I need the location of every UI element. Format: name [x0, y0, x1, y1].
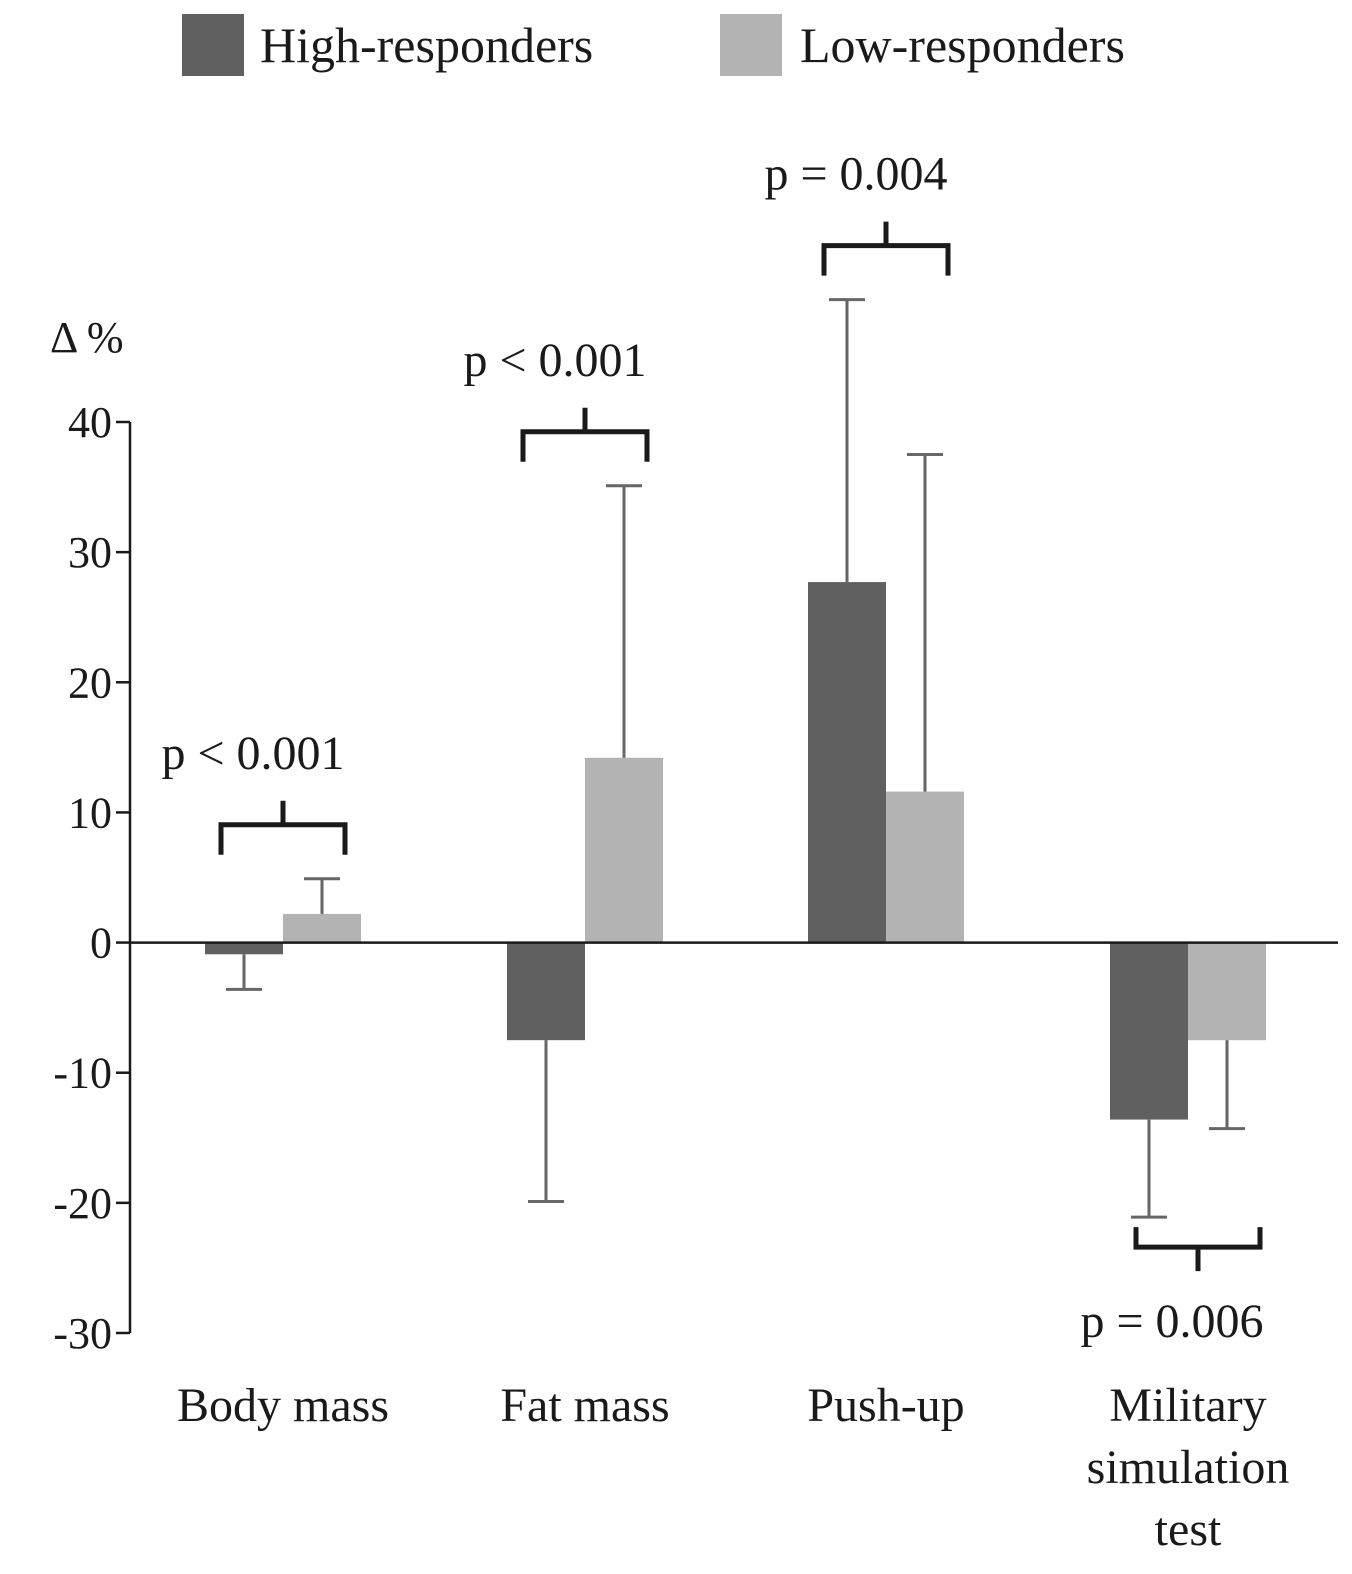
- significance-brace: [1133, 1227, 1263, 1272]
- y-tick-label: 0: [90, 919, 112, 968]
- error-bar-high-responders: [226, 954, 262, 991]
- category-label-line: Push-up: [807, 1379, 964, 1432]
- category-label-line: simulation: [1087, 1441, 1290, 1494]
- bar-high-responders: [507, 942, 585, 1041]
- error-bar-high-responders: [1131, 1119, 1167, 1219]
- legend-swatch: [182, 14, 244, 76]
- p-value-label: p = 0.006: [1080, 1295, 1263, 1348]
- significance-annotation: p = 0.006: [1080, 1227, 1264, 1348]
- significance-brace: [520, 407, 650, 462]
- y-axis-label: Δ %: [50, 313, 124, 362]
- p-value-label: p < 0.001: [161, 727, 344, 780]
- significance-annotation: p < 0.001: [463, 334, 650, 462]
- legend-swatch: [720, 14, 782, 76]
- error-bar-low-responders: [304, 877, 340, 914]
- legend-item-low-responders: Low-responders: [720, 14, 1125, 76]
- category-label-line: Body mass: [177, 1379, 389, 1432]
- y-tick-label: 30: [68, 528, 112, 577]
- bar-low-responders: [1188, 942, 1266, 1041]
- category-label: Push-up: [807, 1379, 964, 1432]
- y-tick-label: 20: [68, 658, 112, 707]
- significance-brace: [821, 221, 951, 276]
- bar-low-responders: [886, 791, 964, 943]
- error-bar-low-responders: [907, 453, 943, 792]
- p-value-label: p < 0.001: [463, 334, 646, 387]
- y-tick-label: 40: [68, 398, 112, 447]
- category-label-line: test: [1155, 1503, 1222, 1556]
- significance-annotation: p < 0.001: [161, 727, 348, 855]
- error-bar-high-responders: [528, 1040, 564, 1204]
- category-label: Military simulation test: [1087, 1379, 1290, 1556]
- error-bar-low-responders: [606, 484, 642, 758]
- category-label-line: Fat mass: [500, 1379, 669, 1432]
- y-tick-label: -20: [53, 1179, 112, 1228]
- bar-high-responders: [205, 942, 283, 955]
- error-bar-high-responders: [829, 298, 865, 583]
- legend: High-responders Low-responders: [182, 14, 1125, 76]
- y-tick-label: -30: [53, 1309, 112, 1358]
- y-tick-label: 10: [68, 788, 112, 837]
- category-label-line: Military: [1109, 1379, 1266, 1432]
- bar-high-responders: [808, 582, 886, 943]
- bar-low-responders: [283, 913, 361, 943]
- legend-item-high-responders: High-responders: [182, 14, 593, 76]
- significance-brace: [218, 800, 348, 855]
- category-label: Body mass: [177, 1379, 389, 1432]
- bar-low-responders: [585, 757, 663, 943]
- category-label: Fat mass: [500, 1379, 669, 1432]
- y-tick-label: -10: [53, 1049, 112, 1098]
- p-value-label: p = 0.004: [764, 148, 947, 201]
- bar-high-responders: [1110, 942, 1188, 1120]
- legend-label: Low-responders: [800, 17, 1125, 73]
- legend-label: High-responders: [260, 17, 593, 73]
- error-bar-low-responders: [1209, 1040, 1245, 1131]
- significance-annotation: p = 0.004: [764, 148, 951, 276]
